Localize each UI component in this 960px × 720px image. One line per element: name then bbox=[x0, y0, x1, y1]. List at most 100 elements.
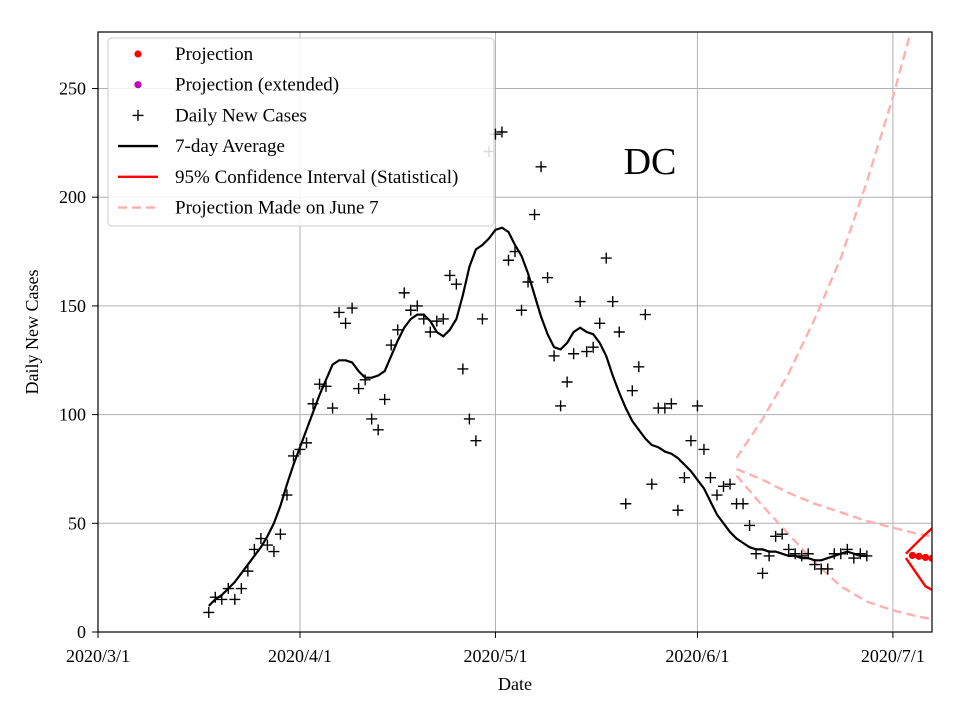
daily-case-point bbox=[665, 398, 677, 410]
legend-marker-plus bbox=[132, 109, 144, 121]
legend-marker-dot bbox=[134, 50, 142, 58]
legend-label: Projection (extended) bbox=[175, 75, 339, 96]
daily-case-point bbox=[724, 478, 736, 490]
daily-case-point bbox=[476, 313, 488, 325]
daily-case-point bbox=[574, 296, 586, 308]
daily-case-point bbox=[646, 478, 658, 490]
daily-case-point bbox=[229, 593, 241, 605]
daily-case-point bbox=[457, 363, 469, 375]
y-tick-label: 0 bbox=[77, 622, 86, 642]
confidence-interval-layer bbox=[904, 526, 932, 592]
daily-case-point bbox=[255, 533, 267, 545]
legend-label: Projection Made on June 7 bbox=[175, 198, 379, 219]
daily-case-point bbox=[789, 548, 801, 560]
daily-case-point bbox=[340, 317, 352, 329]
daily-case-point bbox=[431, 315, 443, 327]
daily-case-point bbox=[437, 313, 449, 325]
axes-layer: 2020/3/1 2020/4/1 2020/5/1 2020/6/1 2020/7/1… bbox=[59, 79, 925, 666]
daily-case-point bbox=[542, 272, 554, 284]
daily-case-point bbox=[704, 472, 716, 484]
x-tick-label: 2020/6/1 bbox=[665, 646, 729, 666]
projection-point bbox=[921, 553, 930, 562]
daily-case-point bbox=[359, 374, 371, 386]
daily-case-point bbox=[626, 385, 638, 397]
daily-case-point bbox=[607, 296, 619, 308]
june7-projection-upper bbox=[735, 32, 912, 459]
daily-case-point bbox=[444, 269, 456, 281]
projection-point bbox=[908, 551, 917, 560]
seven-day-average-line bbox=[208, 226, 867, 607]
daily-case-point bbox=[398, 287, 410, 299]
daily-case-point bbox=[379, 393, 391, 405]
daily-case-point bbox=[463, 413, 475, 425]
daily-case-point bbox=[822, 563, 834, 575]
daily-case-point bbox=[757, 567, 769, 579]
seven-day-average-layer bbox=[208, 226, 867, 607]
daily-case-point bbox=[235, 583, 247, 595]
plot-frame bbox=[97, 31, 933, 633]
projection-layer bbox=[908, 551, 948, 563]
daily-case-point bbox=[600, 252, 612, 264]
x-tick-label: 2020/4/1 bbox=[268, 646, 332, 666]
daily-case-point bbox=[581, 346, 593, 358]
daily-case-point bbox=[678, 472, 690, 484]
x-axis-label: Date bbox=[498, 674, 532, 694]
legend-label: Daily New Cases bbox=[175, 105, 307, 126]
daily-case-point bbox=[685, 435, 697, 447]
daily-case-point bbox=[372, 424, 384, 436]
daily-case-point bbox=[770, 530, 782, 542]
daily-case-point bbox=[268, 546, 280, 558]
legend: Projection Projection (extended) Daily New… bbox=[107, 37, 495, 227]
legend-label: 95% Confidence Interval (Statistical) bbox=[175, 167, 458, 188]
y-tick-label: 250 bbox=[59, 79, 86, 99]
daily-case-point bbox=[450, 278, 462, 290]
daily-case-point bbox=[555, 400, 567, 412]
projection-point bbox=[915, 552, 923, 560]
daily-case-point bbox=[470, 435, 482, 447]
x-tick-label: 2020/3/1 bbox=[66, 646, 130, 666]
daily-case-point bbox=[301, 437, 312, 449]
daily-case-point bbox=[548, 350, 560, 362]
daily-case-point bbox=[392, 324, 404, 336]
daily-case-point bbox=[424, 326, 436, 338]
daily-case-point bbox=[776, 528, 788, 540]
daily-case-point bbox=[587, 341, 599, 353]
daily-case-point bbox=[496, 126, 508, 138]
daily-case-point bbox=[841, 543, 853, 555]
daily-case-point bbox=[411, 300, 423, 312]
daily-case-point bbox=[333, 306, 345, 318]
daily-case-point bbox=[613, 326, 625, 338]
june7-projection-mid bbox=[736, 467, 932, 538]
legend-label: Projection bbox=[175, 44, 254, 65]
y-axis-label: Daily New Cases bbox=[22, 270, 42, 395]
daily-case-point bbox=[561, 376, 573, 388]
ci-upper-line bbox=[905, 526, 932, 555]
legend-box bbox=[107, 37, 495, 227]
projection-point bbox=[941, 556, 948, 563]
june7-projection-lower bbox=[735, 474, 932, 621]
daily-case-point bbox=[659, 402, 671, 414]
daily-case-point bbox=[718, 480, 729, 492]
y-tick-label: 200 bbox=[59, 187, 86, 207]
daily-case-point bbox=[711, 489, 723, 501]
daily-case-point bbox=[353, 383, 365, 395]
june7-projection-layer bbox=[735, 32, 932, 621]
daily-case-point bbox=[568, 348, 580, 360]
daily-case-point bbox=[261, 539, 273, 551]
daily-case-point bbox=[744, 519, 756, 531]
x-tick-label: 2020/5/1 bbox=[463, 646, 527, 666]
x-tick-label: 2020/7/1 bbox=[861, 646, 925, 666]
legend-marker-dot bbox=[134, 81, 142, 89]
daily-case-point bbox=[529, 209, 541, 221]
y-tick-label: 50 bbox=[68, 513, 86, 533]
daily-case-point bbox=[203, 606, 215, 618]
daily-case-point bbox=[405, 304, 417, 316]
legend-label: 7-day Average bbox=[175, 136, 285, 157]
daily-case-point bbox=[620, 498, 632, 510]
daily-case-point bbox=[633, 361, 645, 373]
daily-case-point bbox=[737, 498, 749, 510]
daily-case-point bbox=[698, 443, 710, 455]
daily-case-point bbox=[366, 413, 378, 425]
daily-case-point bbox=[639, 309, 651, 321]
chart-annotation: DC bbox=[624, 141, 677, 183]
